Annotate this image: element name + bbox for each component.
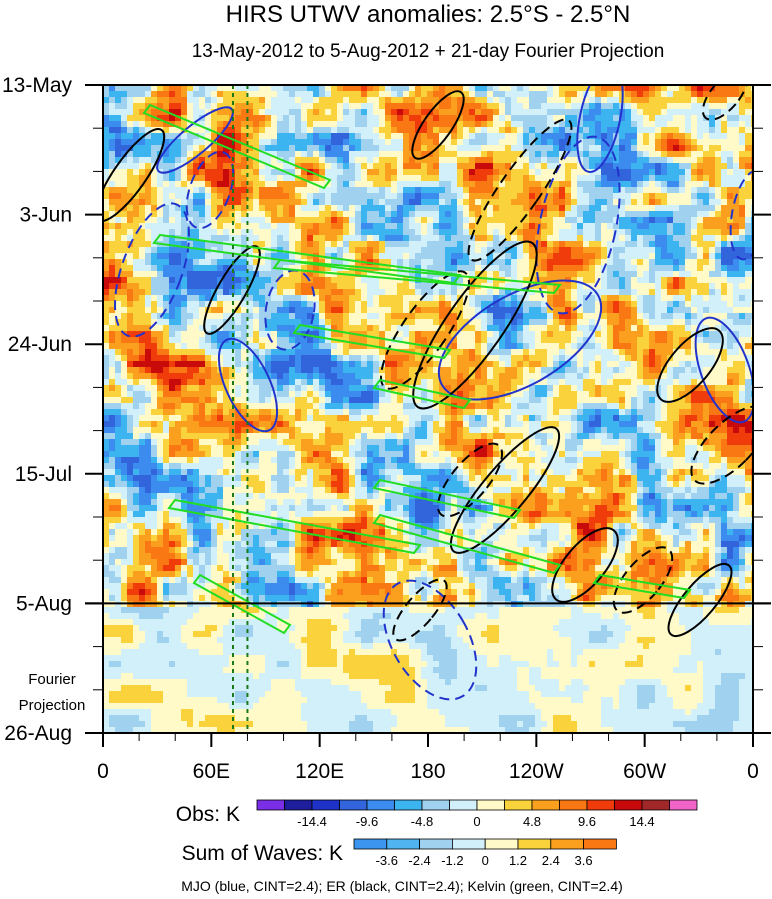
y-tick-label-4: 5-Aug (16, 592, 72, 615)
waves-colorbar-label-2: -1.2 (441, 853, 463, 868)
waves-colorbar-label-3: 0 (482, 853, 489, 868)
y-tick-label-1: 3-Jun (19, 204, 72, 227)
obs-colorbar-label-3: 0 (473, 814, 480, 829)
obs-colorbar-title: Obs: K (176, 803, 240, 826)
waves-colorbar-title: Sum of Waves: K (182, 842, 343, 865)
obs-colorbar-swatch-9 (504, 799, 533, 811)
x-axis: 0 60E 120E 180 120W 60W 0 (97, 733, 759, 783)
waves-colorbar-swatch-1 (386, 838, 420, 850)
y-tick-label-3: 15-Jul (15, 463, 72, 486)
obs-colorbar-swatch-3 (339, 799, 368, 811)
waves-colorbar-label-5: 2.4 (542, 853, 560, 868)
waves-colorbar-label-4: 1.2 (509, 853, 527, 868)
obs-colorbar-label-4: 4.8 (523, 814, 541, 829)
obs-colorbar-label-0: -14.4 (297, 814, 327, 829)
obs-colorbar: -14.4 -9.6 -4.8 0 4.8 9.6 14.4 (256, 799, 698, 829)
waves-colorbar-swatch-2 (419, 838, 453, 850)
obs-colorbar-swatch-15 (669, 799, 698, 811)
waves-colorbar-label-1: -2.4 (408, 853, 430, 868)
projection-label-line2: Projection (19, 697, 86, 714)
waves-colorbar-label-6: 3.6 (575, 853, 593, 868)
waves-colorbar-swatch-6 (550, 838, 584, 850)
obs-colorbar-swatch-12 (586, 799, 615, 811)
obs-colorbar-swatch-10 (531, 799, 560, 811)
waves-colorbar-label-0: -3.6 (376, 853, 398, 868)
y-tick-label-5: 26-Aug (4, 722, 72, 745)
chart-subtitle: 13-May-2012 to 5-Aug-2012 + 21-day Fouri… (192, 41, 665, 62)
obs-colorbar-swatch-8 (476, 799, 505, 811)
x-tick-label-0: 0 (97, 760, 109, 783)
waves-colorbar-swatch-0 (353, 838, 388, 850)
reference-longitude-lines (232, 85, 249, 733)
y-tick-label-2: 24-Jun (8, 333, 72, 356)
obs-colorbar-swatch-1 (284, 799, 313, 811)
obs-colorbar-swatch-0 (256, 799, 285, 811)
x-tick-label-4: 120W (509, 760, 564, 783)
obs-colorbar-swatch-6 (421, 799, 450, 811)
x-tick-label-3: 180 (410, 760, 445, 783)
waves-colorbar-swatch-4 (484, 838, 519, 850)
waves-colorbar-swatch-3 (451, 838, 486, 850)
wave-contours (103, 85, 753, 701)
x-tick-label-2: 120E (295, 760, 344, 783)
anomaly-field (103, 85, 753, 733)
waves-colorbar: -3.6 -2.4 -1.2 0 1.2 2.4 3.6 (353, 838, 617, 868)
obs-colorbar-swatch-5 (394, 799, 423, 811)
projection-label-line1: Fourier (28, 671, 76, 688)
obs-colorbar-swatch-4 (366, 799, 395, 811)
obs-colorbar-label-2: -4.8 (411, 814, 433, 829)
obs-colorbar-swatch-11 (559, 799, 588, 811)
obs-colorbar-swatch-7 (449, 799, 478, 811)
obs-colorbar-label-1: -9.6 (356, 814, 378, 829)
obs-colorbar-label-6: 14.4 (629, 814, 654, 829)
legend-text: MJO (blue, CINT=2.4); ER (black, CINT=2.… (181, 878, 623, 894)
x-tick-label-6: 0 (747, 760, 759, 783)
waves-colorbar-swatch-7 (583, 838, 617, 850)
obs-colorbar-swatch-13 (614, 799, 643, 811)
y-axis: 13-May 3-Jun 24-Jun 15-Jul 5-Aug 26-Aug (2, 74, 771, 745)
x-tick-label-1: 60E (193, 760, 230, 783)
obs-colorbar-label-5: 9.6 (578, 814, 596, 829)
y-tick-label-0: 13-May (2, 74, 73, 97)
obs-colorbar-swatch-14 (641, 799, 670, 811)
obs-colorbar-swatch-2 (311, 799, 340, 811)
x-tick-label-5: 60W (623, 760, 666, 783)
waves-colorbar-swatch-5 (517, 838, 552, 850)
chart-title: HIRS UTWV anomalies: 2.5°S - 2.5°N (226, 1, 631, 28)
